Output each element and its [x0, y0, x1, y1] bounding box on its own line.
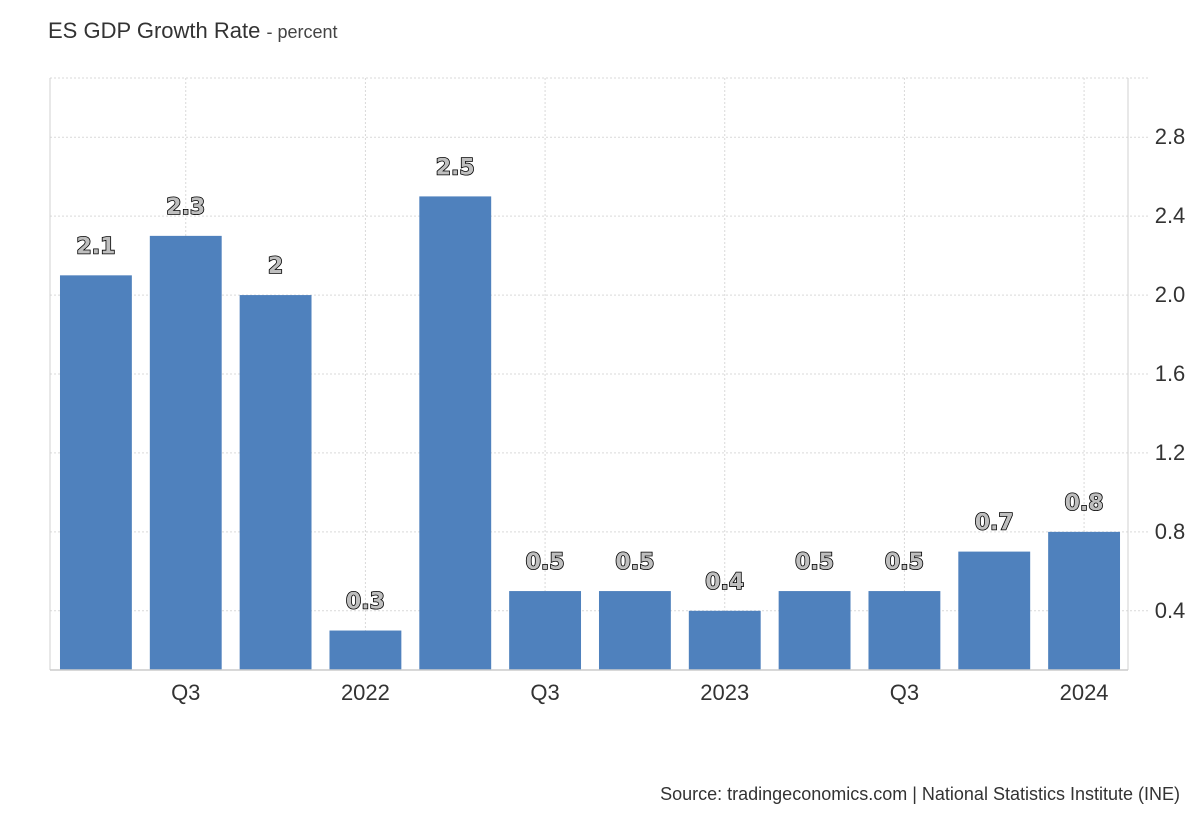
- chart-title: ES GDP Growth Rate - percent: [48, 18, 338, 44]
- chart-subtitle: - percent: [266, 22, 338, 42]
- bar: [1048, 531, 1121, 670]
- bar: [598, 591, 671, 670]
- bar: [239, 295, 312, 670]
- x-tick-label: Q3: [530, 680, 559, 705]
- bar-value-label: 0.8: [1065, 491, 1104, 516]
- value-labels: 2.1 2.3 2 0.3 2.5 0.5 0.5 0.4 0.5 0.5 0.7 0.8: [76, 155, 1105, 616]
- bar-value-label: 2: [268, 254, 283, 279]
- bar-value-label: 2.5: [436, 155, 475, 180]
- axes: 0.4 0.8 1.2 1.6 2.0 2.4 2.8 Q3 2022 Q3 2023 Q3 2024: [50, 78, 1185, 705]
- source-note: Source: tradingeconomics.com | National …: [660, 784, 1180, 804]
- bar: [868, 591, 941, 670]
- bar: [778, 591, 851, 670]
- bar-value-label: 0.5: [615, 550, 654, 575]
- y-tick-label: 0.8: [1155, 519, 1186, 544]
- x-tick-label: Q3: [171, 680, 200, 705]
- bar: [59, 275, 132, 670]
- y-tick-label: 2.4: [1155, 203, 1186, 228]
- bar: [149, 235, 222, 670]
- bar-value-label: 0.4: [705, 570, 744, 595]
- y-tick-label: 0.4: [1155, 598, 1186, 623]
- bar: [329, 630, 402, 670]
- bar: [419, 196, 492, 670]
- x-tick-label: Q3: [890, 680, 919, 705]
- y-tick-label: 1.2: [1155, 440, 1186, 465]
- bars: [59, 196, 1121, 670]
- bar-value-label: 0.5: [885, 550, 924, 575]
- y-tick-label: 1.6: [1155, 361, 1186, 386]
- bar-value-label: 0.5: [526, 550, 565, 575]
- bar-value-label: 0.7: [975, 511, 1014, 536]
- x-tick-label: 2024: [1060, 680, 1109, 705]
- bar: [688, 610, 761, 670]
- bar-value-label: 2.1: [76, 234, 115, 259]
- bar-value-label: 0.5: [795, 550, 834, 575]
- chart-title-text: ES GDP Growth Rate: [48, 18, 261, 43]
- y-tick-label: 2.8: [1155, 124, 1186, 149]
- bar-value-label: 2.3: [166, 195, 205, 220]
- x-tick-label: 2023: [700, 680, 749, 705]
- bar: [509, 591, 582, 670]
- y-tick-label: 2.0: [1155, 282, 1186, 307]
- bar: [958, 551, 1031, 670]
- bar-value-label: 0.3: [346, 590, 385, 615]
- x-tick-label: 2022: [341, 680, 390, 705]
